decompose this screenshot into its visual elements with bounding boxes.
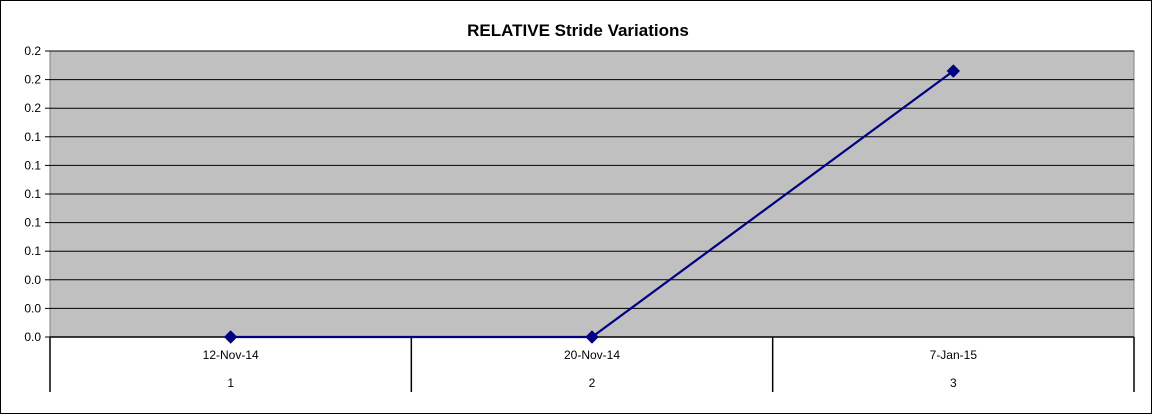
x-tick-label: 20-Nov-14 (564, 348, 620, 362)
y-tick-label: 0.1 (24, 158, 41, 172)
series (223, 64, 961, 344)
y-tick-label: 0.0 (24, 273, 41, 287)
y-tick-label: 0.2 (24, 101, 41, 115)
x-tick-label: 7-Jan-15 (930, 348, 978, 362)
y-tick-label: 0.2 (24, 73, 41, 87)
y-tick-label: 0.0 (24, 301, 41, 315)
y-tick-label: 0.1 (24, 187, 41, 201)
y-tick-label: 0.2 (24, 44, 41, 58)
data-point (223, 330, 238, 344)
x-tick-label: 12-Nov-14 (203, 348, 259, 362)
y-tick-label: 0.0 (24, 330, 41, 344)
x-index-label: 2 (589, 376, 596, 390)
data-point (946, 64, 961, 78)
x-index-label: 1 (227, 376, 234, 390)
gridlines (50, 50, 1134, 338)
y-tick-label: 0.1 (24, 244, 41, 258)
x-index-label: 3 (950, 376, 957, 390)
data-point (585, 330, 599, 344)
y-axis-ticks: 0.0 0.0 0.0 0.1 0.1 0.1 0.1 0.1 0.2 0.2 0.2 (24, 44, 50, 344)
chart-title: RELATIVE Stride Variations (467, 21, 689, 40)
y-tick-label: 0.1 (24, 130, 41, 144)
x-axis: 12-Nov-14 1 20-Nov-14 2 7-Jan-15 3 (49, 336, 1135, 392)
y-tick-label: 0.1 (24, 216, 41, 230)
